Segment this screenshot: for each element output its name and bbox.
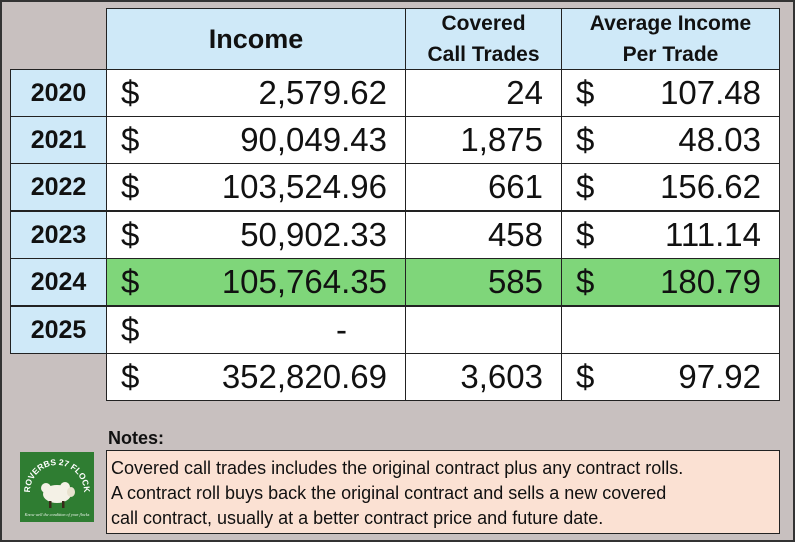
dollar-sign: $	[576, 216, 595, 253]
income-cell: $2,579.62	[106, 69, 406, 117]
year-cell: 2022	[10, 163, 107, 211]
trades-value: 585	[487, 263, 543, 300]
trades-cell: 24	[405, 69, 562, 117]
logo-tagline: Know well the condition of your flocks	[24, 512, 90, 517]
dollar-sign: $	[576, 263, 595, 300]
dollar-sign: $	[121, 216, 140, 253]
year-cell: 2023	[10, 211, 107, 259]
year-label: 2023	[30, 220, 87, 249]
notes-box: Covered call trades includes the origina…	[106, 450, 780, 534]
year-label: 2025	[30, 315, 87, 344]
average-cell: $156.62	[561, 163, 780, 211]
trades-cell: 585	[405, 258, 562, 306]
header-call-trades-line2: Call Trades	[427, 43, 540, 66]
trades-cell: 661	[405, 163, 562, 211]
trades-cell	[405, 306, 562, 354]
dollar-sign: $	[121, 263, 140, 300]
trades-value: 661	[487, 168, 543, 205]
income-cell: $105,764.35	[106, 258, 406, 306]
dollar-sign: $	[576, 168, 595, 205]
year-label: 2024	[30, 267, 87, 296]
year-cell: 2025	[10, 306, 107, 354]
total-average-value: 97.92	[678, 358, 761, 395]
notes-line: A contract roll buys back the original c…	[111, 483, 667, 503]
total-trades-value: 3,603	[460, 358, 543, 395]
notes-line: Covered call trades includes the origina…	[111, 458, 684, 478]
trades-cell: 1,875	[405, 116, 562, 164]
trades-value: 24	[506, 74, 543, 111]
average-value: 48.03	[678, 121, 761, 158]
year-label: 2022	[30, 172, 87, 201]
average-value: 107.48	[660, 74, 761, 111]
income-cell: $50,902.33	[106, 211, 406, 259]
proverbs-27-flocks-logo: PROVERBS 27 FLOCKS Know well the conditi…	[17, 444, 94, 522]
header-average-income-line1: Average Income	[589, 12, 752, 35]
average-value: 156.62	[660, 168, 761, 205]
dollar-sign: $	[121, 311, 140, 348]
income-value: -	[336, 311, 347, 348]
total-income-value: 352,820.69	[221, 358, 387, 395]
income-value: 103,524.96	[221, 168, 387, 205]
average-cell: $180.79	[561, 258, 780, 306]
dollar-sign: $	[121, 74, 140, 111]
trades-cell: 458	[405, 211, 562, 259]
income-value: 50,902.33	[240, 216, 387, 253]
income-value: 105,764.35	[221, 263, 387, 300]
average-cell: $48.03	[561, 116, 780, 164]
trades-value: 458	[487, 216, 543, 253]
dollar-sign: $	[576, 74, 595, 111]
average-cell: $111.14	[561, 211, 780, 259]
header-call-trades: Covered Call Trades	[405, 8, 562, 70]
dollar-sign: $	[121, 121, 140, 158]
total-income-cell: $352,820.69	[106, 353, 406, 401]
notes-line: call contract, usually at a better contr…	[111, 508, 604, 528]
average-value: 111.14	[664, 216, 761, 253]
notes-title: Notes:	[108, 428, 165, 448]
income-value: 90,049.43	[240, 121, 387, 158]
header-call-trades-line1: Covered	[441, 12, 526, 35]
header-income-label: Income	[208, 23, 304, 54]
income-value: 2,579.62	[258, 74, 387, 111]
year-label: 2021	[30, 125, 87, 154]
dollar-sign: $	[121, 168, 140, 205]
total-trades-cell: 3,603	[405, 353, 562, 401]
average-cell	[561, 306, 780, 354]
header-average-income: Average Income Per Trade	[561, 8, 780, 70]
sheep-icon: PROVERBS 27 FLOCKS Know well the conditi…	[17, 444, 92, 517]
year-label: 2020	[30, 78, 87, 107]
average-cell: $107.48	[561, 69, 780, 117]
income-cell: $103,524.96	[106, 163, 406, 211]
trades-value: 1,875	[460, 121, 543, 158]
average-value: 180.79	[660, 263, 761, 300]
header-average-income-line2: Per Trade	[622, 43, 719, 66]
income-cell: $90,049.43	[106, 116, 406, 164]
header-income: Income	[106, 8, 406, 70]
year-cell: 2021	[10, 116, 107, 164]
total-average-cell: $97.92	[561, 353, 780, 401]
income-cell: $ -	[106, 306, 406, 354]
dollar-sign: $	[576, 358, 595, 395]
year-cell: 2020	[10, 69, 107, 117]
dollar-sign: $	[576, 121, 595, 158]
year-cell: 2024	[10, 258, 107, 306]
dollar-sign: $	[121, 358, 140, 395]
